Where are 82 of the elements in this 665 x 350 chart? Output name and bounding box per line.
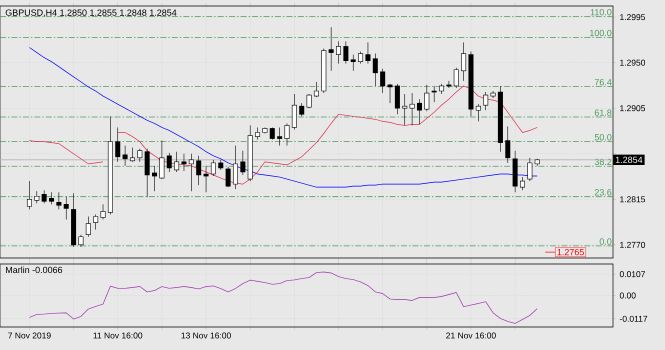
- candlestick: [365, 42, 370, 64]
- candlestick: [26, 180, 32, 210]
- candlestick: [122, 145, 128, 166]
- candlestick: [527, 158, 532, 182]
- candlestick: [483, 92, 488, 111]
- y-tick-label: 0.0107: [620, 271, 645, 278]
- candlestick: [388, 84, 393, 104]
- candlestick: [188, 153, 194, 192]
- candlestick: [454, 67, 459, 88]
- ref-line-label: 50.0: [594, 134, 612, 140]
- candlestick: [410, 92, 415, 126]
- y-tick-label: 1.2770: [620, 242, 646, 248]
- candlestick: [358, 51, 364, 64]
- candlestick: [232, 145, 238, 190]
- x-tick-label: 11 Nov 16:00: [94, 332, 142, 338]
- candlestick: [432, 86, 437, 102]
- candlestick: [174, 151, 180, 172]
- candlestick: [380, 68, 386, 94]
- candlestick: [328, 26, 334, 72]
- candlestick: [86, 216, 91, 238]
- ref-line-label: 100.0: [590, 30, 612, 36]
- x-tick-label: 13 Nov 16:00: [182, 332, 231, 338]
- ref-line-label: 61.8: [594, 109, 612, 116]
- candlestick: [343, 41, 348, 64]
- y-tick-label: 1.2950: [620, 60, 646, 66]
- candlestick: [166, 152, 172, 172]
- candlestick: [115, 127, 120, 162]
- candlestick: [152, 166, 158, 192]
- candlestick: [100, 204, 106, 220]
- candlestick: [394, 84, 400, 115]
- candlestick: [181, 153, 186, 172]
- candlestick: [56, 192, 62, 210]
- candlestick: [402, 94, 408, 126]
- candlestick: [277, 127, 282, 146]
- candlestick: [130, 147, 135, 162]
- ref-line-label: 0.0: [600, 238, 612, 245]
- ref-line-label: 1.2854: [616, 156, 642, 164]
- candlestick: [314, 82, 319, 98]
- candlestick: [299, 102, 304, 117]
- candlestick: [34, 190, 40, 204]
- candlestick: [292, 94, 297, 130]
- candlestick: [204, 166, 209, 193]
- candlestick: [255, 127, 260, 140]
- candlestick: [372, 53, 378, 86]
- ref-line-label: 110.0: [590, 8, 612, 16]
- y-tick-label: 1.2905: [620, 105, 646, 112]
- candlestick: [520, 176, 525, 190]
- candlestick: [144, 148, 150, 198]
- candlestick: [240, 150, 246, 176]
- candlestick: [350, 54, 356, 72]
- candlestick: [218, 160, 224, 170]
- candlestick: [424, 84, 430, 112]
- candlestick: [226, 166, 231, 188]
- candlestick: [505, 126, 510, 164]
- y-tick-label: 1.2995: [620, 14, 646, 20]
- candlestick: [93, 214, 98, 230]
- candlestick: [42, 190, 47, 204]
- candlestick: [64, 196, 69, 220]
- candlestick: [210, 160, 216, 176]
- candlestick: [416, 98, 422, 125]
- candlestick: [137, 148, 142, 162]
- candlestick: [306, 94, 312, 109]
- chart-title: GBPUSD,H4 1.2850 1.2855 1.2848 1.2854: [6, 9, 176, 17]
- candlestick: [49, 192, 54, 205]
- ref-line-label: 76.4: [594, 79, 612, 86]
- y-tick-label: 0.00: [620, 292, 636, 298]
- candlestick: [439, 84, 444, 94]
- candlestick: [270, 127, 275, 140]
- candlestick: [159, 140, 164, 180]
- x-tick-label: 7 Nov 2019: [8, 332, 51, 338]
- text: 1.2765: [558, 248, 584, 256]
- x-tick-label: 21 Nov 16:00: [446, 332, 496, 338]
- candlestick: [476, 104, 481, 122]
- chart-title: Marlin -0.0066: [6, 266, 62, 274]
- y-tick-label: -0.0117: [620, 316, 648, 322]
- ref-line-label: 23.6: [594, 189, 612, 196]
- candlestick: [196, 155, 202, 186]
- candlestick: [78, 234, 84, 248]
- candlestick: [461, 42, 466, 82]
- y-tick-label: 1.2815: [620, 196, 646, 202]
- candlestick: [336, 41, 342, 64]
- candlestick: [284, 123, 290, 146]
